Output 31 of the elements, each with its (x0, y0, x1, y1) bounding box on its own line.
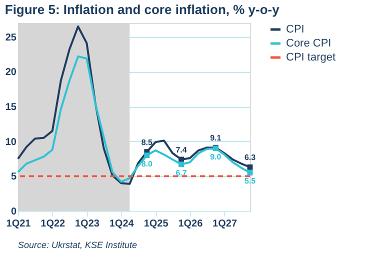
data-label: 9.1 (210, 134, 222, 143)
chart-title: Figure 5: Inflation and core inflation, % y-o-y (4, 2, 280, 17)
data-label: 6.7 (176, 168, 188, 178)
x-tick-label: 1Q24 (109, 218, 134, 230)
y-tick-label: 25 (5, 32, 17, 44)
x-tick-label: 1Q25 (144, 218, 169, 230)
source-note: Source: Ukrstat, KSE Institute (18, 240, 138, 250)
data-label: 7.4 (176, 145, 188, 154)
x-tick-label: 1Q26 (178, 218, 204, 230)
y-tick-label: 15 (5, 102, 17, 114)
x-tick-label: 1Q27 (212, 218, 238, 230)
legend-label: CPI target (286, 52, 336, 64)
legend-label: Core CPI (286, 38, 332, 50)
y-tick-label: 10 (5, 136, 17, 148)
data-label: 8.0 (141, 159, 154, 168)
point (178, 162, 184, 168)
point (247, 170, 253, 176)
data-label: 5.5 (244, 176, 256, 186)
data-label: 9.0 (210, 152, 222, 162)
x-tick-label: 1Q21 (6, 218, 32, 230)
y-tick-label: 5 (10, 172, 17, 183)
point (144, 152, 150, 158)
legend-label: CPI (286, 24, 304, 36)
x-tick-label: 1Q23 (75, 218, 100, 230)
y-tick-label: 20 (5, 67, 17, 78)
point (247, 164, 253, 170)
x-tick-label: 1Q22 (40, 218, 66, 230)
y-tick-label: 0 (10, 206, 17, 218)
data-label: 8.5 (141, 138, 154, 147)
data-label: 6.3 (244, 153, 256, 162)
point (178, 156, 184, 162)
